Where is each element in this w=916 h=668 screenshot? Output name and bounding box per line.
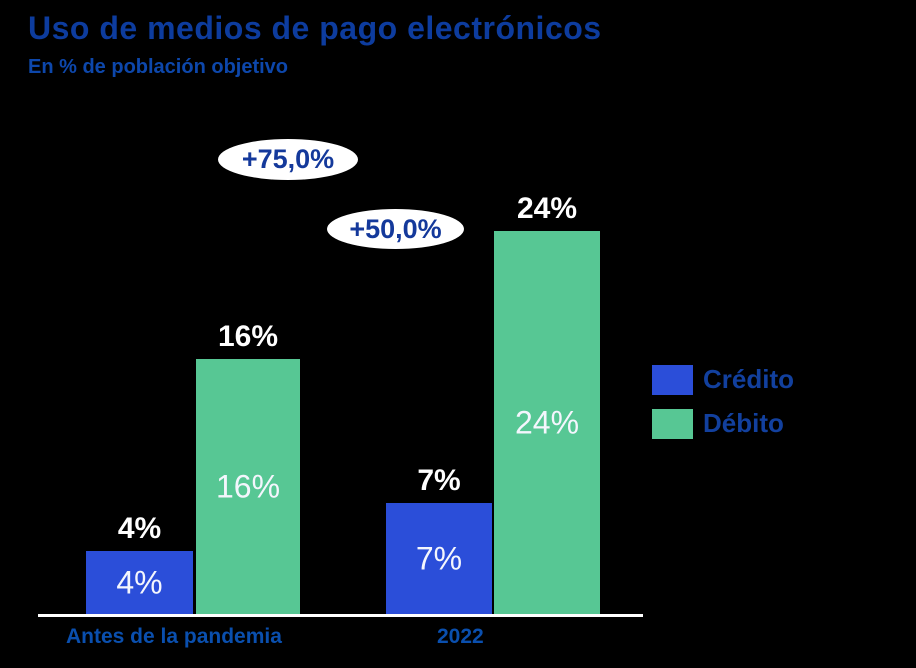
- growth-annotation-credito: +75,0%: [218, 139, 358, 180]
- bar-value-label-above: 4%: [117, 512, 162, 545]
- chart-title: Uso de medios de pago electrónicos: [28, 10, 602, 46]
- legend-label-credito: Crédito: [703, 364, 794, 394]
- growth-annotation-debito: +50,0%: [327, 209, 464, 249]
- legend-label-debito: Débito: [703, 408, 784, 438]
- x-axis-label-antes-pandemia: Antes de la pandemia: [66, 625, 282, 648]
- legend-item-debito: Débito: [652, 408, 794, 439]
- bar-credito-2022: 7% 7%: [386, 464, 492, 615]
- legend-swatch-credito: [652, 364, 693, 395]
- growth-annotation-text: +50,0%: [349, 213, 442, 244]
- bar-value-label-inside: 24%: [514, 404, 580, 441]
- legend: Crédito Débito: [652, 364, 794, 452]
- growth-annotation-text: +75,0%: [241, 144, 335, 174]
- x-axis-label-2022: 2022: [437, 625, 484, 648]
- bar-value-label-inside: 16%: [215, 468, 281, 505]
- chart-subtitle: En % de población objetivo: [28, 56, 289, 78]
- legend-swatch-debito: [652, 408, 693, 439]
- bar-value-label-inside: 4%: [116, 564, 163, 601]
- x-axis-line: [38, 614, 643, 617]
- bar-debito-2022: 24% 24%: [494, 192, 600, 615]
- bar-value-label-above: 16%: [217, 320, 279, 353]
- bar-credito-antes-pandemia: 4% 4%: [86, 512, 193, 615]
- bar-value-label-above: 7%: [417, 464, 461, 497]
- legend-item-credito: Crédito: [652, 364, 794, 395]
- bar-debito-antes-pandemia: 16% 16%: [196, 320, 300, 615]
- bar-value-label-inside: 7%: [415, 540, 463, 577]
- bar-value-label-above: 24%: [516, 192, 578, 225]
